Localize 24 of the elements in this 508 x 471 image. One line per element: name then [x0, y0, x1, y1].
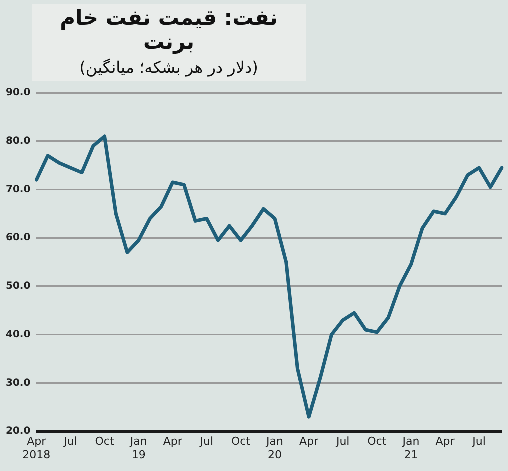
chart-subtitle: (دلار در هر بشکه؛ میانگین)	[78, 58, 260, 77]
y-tick-label: 70.0	[6, 184, 31, 196]
chart-title: نفت: قیمت نفت خام برنت	[59, 6, 279, 54]
x-tick-label: Oct	[368, 435, 388, 448]
x-tick-label: Apr	[163, 435, 183, 448]
y-tick-label: 60.0	[6, 232, 31, 244]
x-tick-label: Apr	[436, 435, 456, 448]
x-tick-label: Apr	[300, 435, 320, 448]
x-tick-label: Apr 2018	[22, 435, 51, 462]
x-tick-label: Jan 21	[402, 435, 420, 462]
x-tick-label: Jan 19	[129, 435, 148, 462]
x-tick-label: Jul	[199, 435, 214, 448]
y-tick-label: 50.0	[6, 281, 31, 292]
x-tick-label: Oct	[95, 435, 115, 448]
x-tick-label: Jul	[472, 435, 486, 448]
x-tick-label: Jan 20	[266, 435, 284, 462]
y-tick-label: 20.0	[6, 426, 31, 438]
x-tick-label: Jul	[335, 435, 350, 448]
y-tick-label: 40.0	[6, 329, 31, 340]
x-tick-label: Jul	[63, 435, 78, 448]
y-tick-label: 80.0	[6, 136, 31, 147]
x-tick-label: Oct	[231, 435, 252, 448]
y-tick-label: 30.0	[6, 378, 31, 389]
y-tick-label: 90.0	[6, 88, 31, 99]
